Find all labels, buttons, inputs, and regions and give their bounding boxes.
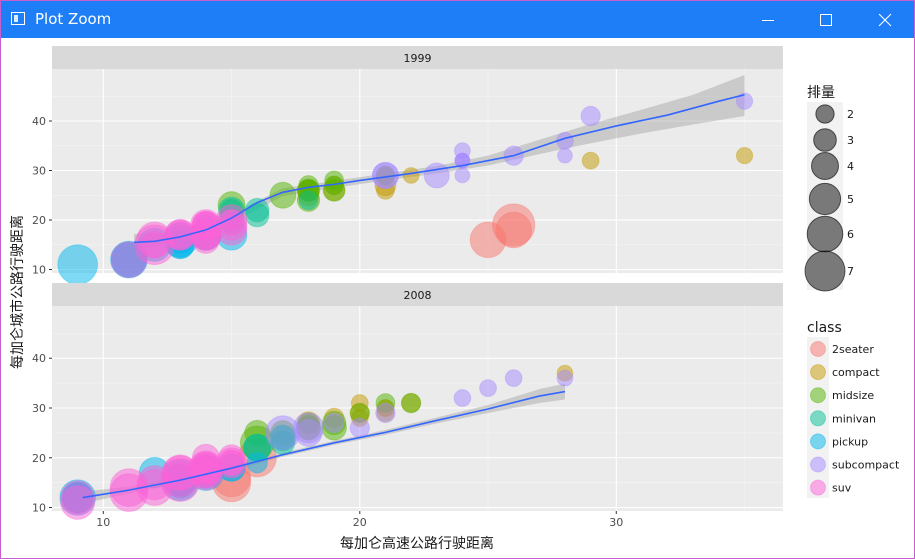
data-point xyxy=(581,151,600,170)
size-legend-label: 5 xyxy=(847,193,854,206)
data-point xyxy=(580,105,601,127)
size-legend-label: 2 xyxy=(847,108,854,121)
data-point xyxy=(298,190,319,211)
data-point xyxy=(57,244,99,285)
maximize-button[interactable] xyxy=(797,1,855,38)
y-ticks-1999: 10 20 30 40 xyxy=(32,115,52,277)
size-legend-label: 4 xyxy=(847,160,854,173)
data-point xyxy=(557,147,573,164)
close-button[interactable] xyxy=(856,1,914,38)
data-point xyxy=(453,142,471,160)
data-point xyxy=(402,167,420,184)
data-point xyxy=(265,415,301,451)
color-legend-label: 2seater xyxy=(832,343,874,356)
color-legend-title: class xyxy=(807,320,842,336)
data-point xyxy=(246,452,268,474)
strip-label-1999: 1999 xyxy=(404,52,432,65)
size-legend-key xyxy=(811,152,839,180)
data-point xyxy=(735,92,754,110)
size-legend-key xyxy=(815,104,835,124)
y-tick-label: 40 xyxy=(32,115,46,128)
scatter-chart: 1999 10 20 30 40 2008 10 20 30 40 10 20 30 每加仑高速… xyxy=(9,46,900,552)
data-point xyxy=(400,392,422,414)
x-axis-label: 每加仑高速公路行驶距离 xyxy=(340,535,494,552)
color-legend-key xyxy=(810,341,826,357)
y-tick-label: 10 xyxy=(32,264,46,277)
color-legend-key xyxy=(810,479,826,496)
x-tick-label: 30 xyxy=(609,516,623,529)
y-tick-label: 40 xyxy=(32,352,46,365)
y-axis-label: 每加仑城市公路行驶距离 xyxy=(9,215,26,369)
color-legend-label: pickup xyxy=(832,435,868,448)
data-point xyxy=(454,167,471,184)
maximize-icon xyxy=(820,13,832,26)
data-point xyxy=(492,203,536,247)
color-legend-label: minivan xyxy=(832,412,876,425)
y-tick-label: 10 xyxy=(32,502,46,515)
data-point xyxy=(349,417,370,439)
y-ticks-2008: 10 20 30 40 xyxy=(32,352,52,515)
minimize-icon xyxy=(762,19,774,21)
data-point xyxy=(375,402,396,424)
size-legend-label: 7 xyxy=(847,265,854,278)
window-title: Plot Zoom xyxy=(35,10,112,28)
color-legend-label: suv xyxy=(832,482,852,495)
data-point xyxy=(60,485,95,520)
size-legend-key xyxy=(806,215,844,253)
y-tick-label: 30 xyxy=(32,402,46,415)
data-point xyxy=(110,241,148,278)
data-point xyxy=(423,162,450,189)
data-point xyxy=(160,458,200,498)
title-bar[interactable]: Plot Zoom xyxy=(1,1,914,38)
size-legend-key xyxy=(804,250,846,292)
data-point xyxy=(479,379,497,397)
smooth-line xyxy=(134,93,745,244)
color-legend-key xyxy=(810,364,826,381)
color-legend-label: midsize xyxy=(832,389,874,402)
smooth-line-2008 xyxy=(82,390,566,499)
color-legend-key xyxy=(810,387,826,404)
data-point xyxy=(191,443,220,472)
data-point xyxy=(323,412,345,434)
color-legend-label: compact xyxy=(832,366,880,379)
panel-1999: 1999 10 20 30 40 xyxy=(32,46,783,285)
close-icon xyxy=(878,13,892,26)
size-legend-label: 3 xyxy=(847,134,854,147)
data-point xyxy=(453,389,472,407)
size-legend-title: 排量 xyxy=(807,85,835,101)
data-point xyxy=(218,450,245,476)
app-window-icon xyxy=(11,12,25,25)
strip-label-2008: 2008 xyxy=(404,289,432,302)
smooth-line-1999 xyxy=(134,93,745,244)
x-tick-label: 20 xyxy=(353,516,367,529)
data-point xyxy=(269,181,297,209)
minimize-button[interactable] xyxy=(739,1,797,38)
data-point xyxy=(504,369,523,388)
color-legend-key xyxy=(810,410,826,427)
strip-1999 xyxy=(52,46,783,69)
grid-1999 xyxy=(52,69,783,273)
data-point xyxy=(735,147,754,165)
color-legend-key xyxy=(810,433,826,450)
y-tick-label: 20 xyxy=(32,452,46,465)
data-point xyxy=(140,230,169,259)
smooth-line xyxy=(82,390,566,499)
color-legend: class 2seater compact midsize minivan pickup… xyxy=(807,320,900,498)
size-legend-key xyxy=(813,128,837,152)
x-tick-label: 10 xyxy=(96,516,110,529)
y-tick-label: 30 xyxy=(32,165,46,178)
size-legend-key xyxy=(808,182,842,216)
size-legend-label: 6 xyxy=(847,228,854,241)
points-2008 xyxy=(59,364,574,520)
size-legend: 排量 2 3 4 5 6 7 xyxy=(804,85,854,292)
panel-2008: 2008 10 20 30 40 xyxy=(32,283,783,520)
data-point xyxy=(556,369,574,387)
color-legend-label: subcompact xyxy=(832,459,900,472)
y-tick-label: 20 xyxy=(32,214,46,227)
strip-2008 xyxy=(52,283,783,306)
x-axis-ticks: 10 20 30 xyxy=(96,511,623,529)
color-legend-key xyxy=(810,456,826,473)
